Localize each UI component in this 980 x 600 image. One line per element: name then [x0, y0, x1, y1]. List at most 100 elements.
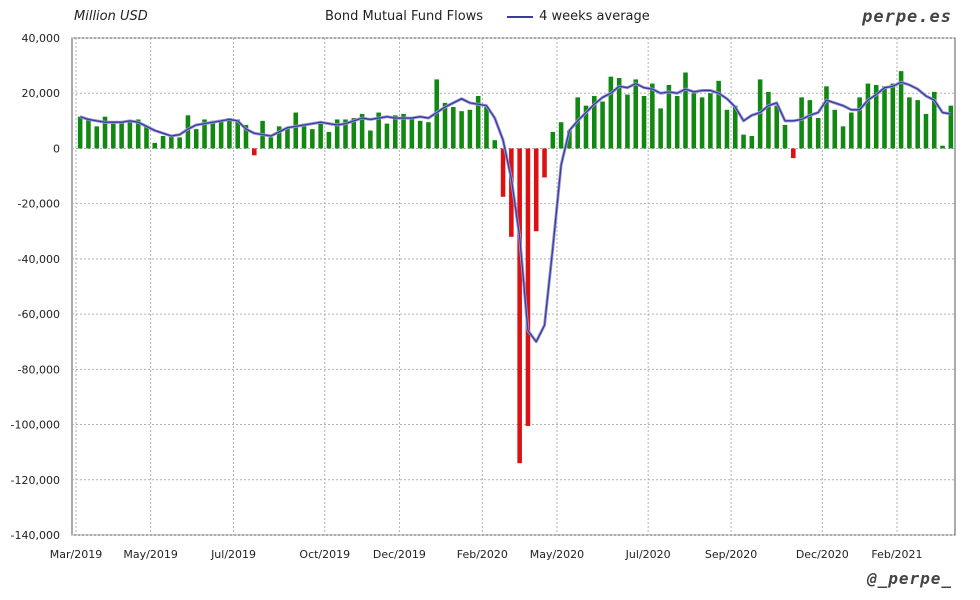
flow-bar: [658, 108, 663, 149]
y-tick-label: -100,000: [11, 419, 60, 432]
flow-bar: [608, 76, 614, 149]
flow-bar: [144, 126, 149, 149]
x-tick-label: Feb/2021: [871, 548, 922, 561]
flow-bar: [343, 119, 348, 149]
flow-bar: [351, 118, 357, 149]
flow-bar: [392, 115, 398, 149]
flow-bar: [583, 105, 589, 149]
flow-bar: [931, 91, 937, 149]
flow-bar: [699, 97, 705, 149]
flow-bar: [550, 131, 556, 149]
flow-bar: [276, 126, 282, 149]
flow-bar: [310, 129, 315, 149]
flow-bar: [815, 118, 821, 149]
flow-bar: [882, 86, 887, 149]
flow-bar: [799, 97, 804, 149]
flow-bar: [724, 109, 730, 149]
flow-bar: [807, 100, 813, 149]
y-tick-label: -40,000: [18, 253, 60, 266]
flow-bar: [484, 107, 489, 149]
flow-bar: [119, 122, 124, 149]
flow-bar: [268, 137, 274, 149]
flow-bar: [558, 122, 564, 149]
flow-bar: [940, 145, 945, 149]
legend-avg-swatch: [507, 15, 534, 18]
flow-bar: [426, 122, 431, 149]
flow-bar: [766, 91, 771, 149]
x-tick-label: Dec/2019: [373, 548, 426, 561]
flow-bar: [832, 109, 838, 149]
flow-bar: [741, 134, 746, 149]
legend-avg-label: 4 weeks average: [539, 9, 650, 24]
flow-bar: [732, 105, 738, 149]
x-tick-label: Dec/2020: [796, 548, 849, 561]
flow-bar: [177, 137, 182, 149]
flow-bar: [691, 93, 697, 149]
flow-bar: [500, 148, 506, 197]
flow-bar: [111, 123, 116, 149]
flow-bar: [459, 111, 464, 149]
flow-bar: [517, 148, 522, 464]
flow-bar: [293, 112, 299, 149]
flow-bar: [376, 112, 381, 149]
author-handle: @_perpe_: [866, 569, 952, 588]
flow-bar: [169, 134, 174, 149]
y-tick-label: -80,000: [18, 363, 60, 376]
x-tick-label: May/2019: [123, 548, 177, 561]
flow-bar: [948, 105, 954, 149]
flow-bar: [318, 123, 323, 149]
flow-bar: [533, 148, 539, 232]
flow-bar: [210, 120, 216, 149]
flow-bar: [384, 123, 390, 149]
flow-bar: [849, 112, 854, 149]
flow-bar: [227, 118, 232, 149]
flow-bar: [475, 95, 481, 149]
flow-bar: [218, 120, 224, 149]
flow-bar: [94, 126, 100, 149]
y-tick-label: 20,000: [22, 87, 61, 100]
flow-bar: [857, 97, 862, 149]
flow-bar: [467, 109, 473, 149]
flow-bar: [774, 105, 779, 149]
flow-bar: [252, 148, 257, 156]
flow-bar: [666, 84, 672, 149]
brand-logo: perpe.es: [862, 7, 952, 27]
flow-bar: [326, 131, 332, 149]
y-tick-label: -120,000: [11, 474, 60, 487]
flow-bar: [442, 102, 448, 149]
flow-bar: [77, 116, 83, 149]
flow-bar: [492, 140, 498, 149]
x-tick-label: Oct/2019: [299, 548, 350, 561]
y-tick-label: 0: [53, 142, 60, 155]
flow-bar: [160, 136, 166, 149]
x-tick-label: Jul/2019: [210, 548, 256, 561]
flow-bar: [683, 72, 688, 149]
flow-bar: [152, 142, 158, 149]
flow-bar: [86, 118, 91, 149]
flow-bar: [865, 83, 871, 149]
flow-bar: [923, 113, 929, 149]
flow-bar: [616, 78, 622, 149]
flow-bar: [600, 101, 605, 149]
legend: Bond Mutual Fund Flows 4 weeks average: [325, 9, 650, 24]
flow-bar: [625, 94, 630, 149]
flow-bar: [567, 130, 572, 149]
flow-bar: [542, 148, 547, 178]
y-tick-label: -20,000: [18, 198, 60, 211]
flow-bar: [135, 119, 141, 149]
flow-bar: [185, 115, 191, 149]
flow-bar: [243, 124, 249, 149]
flow-bar: [791, 148, 796, 159]
flow-bar: [202, 119, 207, 149]
flow-bar: [592, 95, 597, 149]
flow-bar: [633, 79, 639, 149]
legend-bars-label: Bond Mutual Fund Flows: [325, 9, 484, 24]
flow-bar: [641, 95, 647, 149]
flow-bar: [525, 148, 531, 426]
flow-bar: [716, 80, 721, 149]
flow-bar: [907, 97, 912, 149]
flow-bar: [451, 107, 456, 149]
flow-bar: [915, 100, 920, 149]
flow-bar: [674, 95, 680, 149]
